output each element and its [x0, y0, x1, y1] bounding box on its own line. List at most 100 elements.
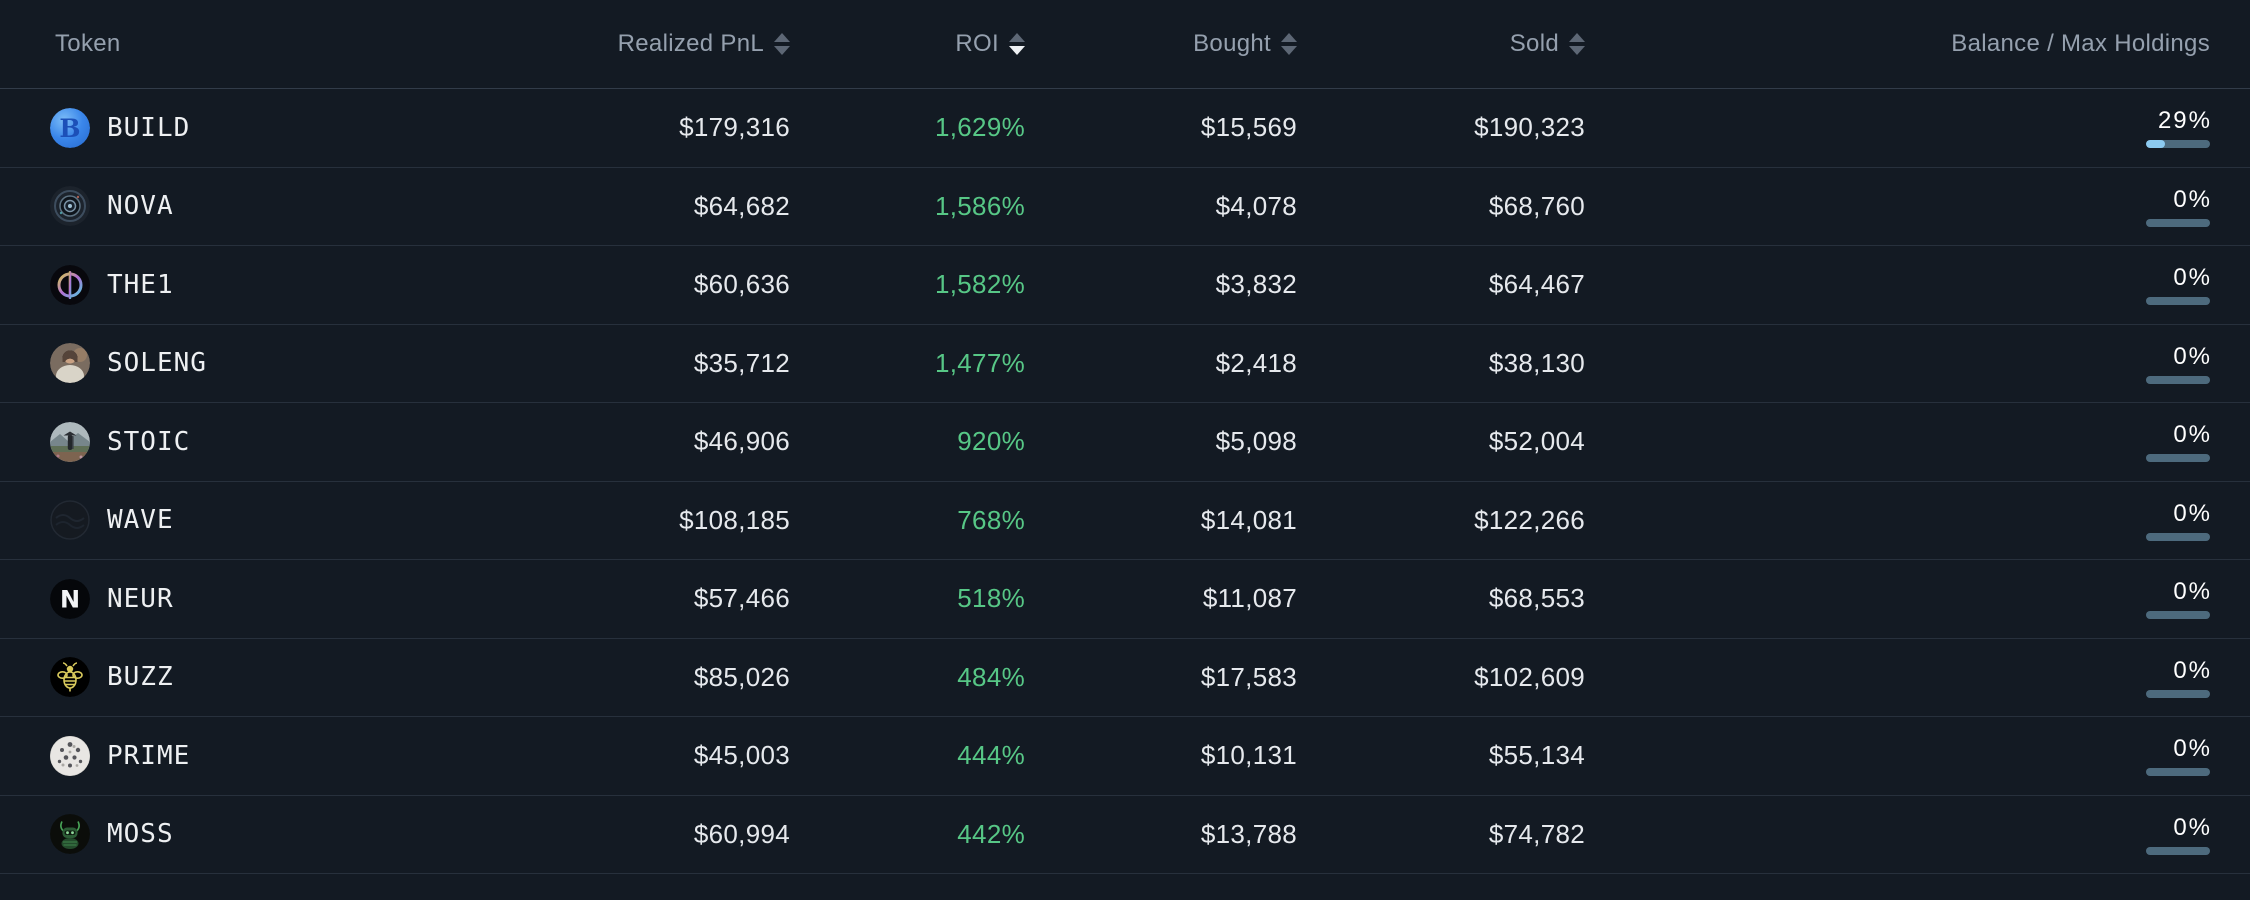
buzz-token-icon: [50, 657, 90, 697]
token-cell: NEUR: [50, 579, 450, 619]
token-name: NOVA: [107, 191, 174, 222]
token-name: THE1: [107, 269, 174, 300]
bought-value: $4,078: [1215, 190, 1297, 221]
balance-percent: 0%: [2173, 813, 2212, 841]
sold-value: $68,760: [1488, 190, 1585, 221]
column-header-bought[interactable]: Bought: [1025, 30, 1297, 58]
column-header-roi[interactable]: ROI: [790, 30, 1025, 58]
realized-pnl-value: $60,994: [693, 818, 790, 849]
realized-pnl-value: $45,003: [693, 740, 790, 771]
balance-percent: 0%: [2173, 656, 2212, 684]
table-row[interactable]: BUILD $179,316 1,629% $15,569 $190,323 29%: [0, 89, 2250, 168]
moss-token-icon: [50, 814, 90, 854]
table-header: Token Realized PnL ROI Bought Sold Balan…: [0, 0, 2250, 89]
bought-value: $15,569: [1200, 112, 1297, 143]
table-row[interactable]: BUZZ $85,026 484% $17,583 $102,609 0%: [0, 639, 2250, 717]
balance-cell: 0%: [1585, 343, 2210, 384]
table-row[interactable]: NEUR $57,466 518% $11,087 $68,553 0%: [0, 560, 2250, 639]
balance-cell: 0%: [1585, 500, 2210, 541]
table-row[interactable]: THE1 $60,636 1,582% $3,832 $64,467 0%: [0, 246, 2250, 325]
column-label: Token: [55, 30, 121, 57]
realized-pnl-value: $85,026: [693, 661, 790, 692]
sort-arrows-icon: [1281, 33, 1297, 55]
table-row[interactable]: WAVE $108,185 768% $14,081 $122,266 0%: [0, 482, 2250, 560]
table-row[interactable]: NOVA $64,682 1,586% $4,078 $68,760 0%: [0, 168, 2250, 246]
balance-cell: 0%: [1585, 657, 2210, 698]
bought-value: $3,832: [1215, 269, 1297, 300]
token-name: NEUR: [107, 583, 174, 614]
realized-pnl-value: $35,712: [693, 347, 790, 378]
balance-cell: 29%: [1585, 107, 2210, 149]
holdings-progress-bar: [2146, 218, 2210, 227]
balance-cell: 0%: [1585, 421, 2212, 463]
prime-token-icon: [50, 736, 90, 776]
soleng-token-icon: [50, 343, 90, 383]
roi-value: 920%: [957, 426, 1025, 457]
nova-token-icon: [50, 186, 90, 226]
realized-pnl-value: $108,185: [679, 504, 790, 535]
sort-arrows-icon: [774, 33, 790, 55]
token-cell: STOIC: [50, 422, 450, 462]
realized-pnl-value: $179,316: [679, 112, 790, 143]
holdings-progress-bar: [2146, 611, 2210, 620]
bought-value: $17,583: [1200, 661, 1297, 692]
balance-percent: 0%: [2173, 185, 2212, 213]
holdings-progress-bar: [2146, 689, 2210, 698]
balance-percent: 0%: [2173, 578, 2212, 606]
stoic-token-icon: [50, 422, 90, 462]
realized-pnl-value: $64,682: [693, 190, 790, 221]
table-body: BUILD $179,316 1,629% $15,569 $190,323 29% NOV…: [0, 89, 2250, 874]
partial-next-row: [0, 874, 2250, 899]
token-name: BUZZ: [107, 662, 174, 693]
sold-value: $74,782: [1488, 818, 1585, 849]
token-cell: SOLENG: [50, 343, 450, 383]
roi-value: 1,477%: [935, 347, 1025, 378]
token-name: PRIME: [107, 740, 191, 771]
balance-cell: 0%: [1585, 578, 2212, 620]
bought-value: $13,788: [1200, 818, 1297, 849]
balance-percent: 0%: [2173, 499, 2212, 527]
roi-value: 484%: [957, 661, 1025, 692]
roi-value: 518%: [957, 583, 1025, 614]
column-header-balance-max-holdings: Balance / Max Holdings: [1585, 30, 2210, 58]
roi-value: 442%: [957, 818, 1025, 849]
holdings-progress-bar: [2146, 454, 2210, 463]
column-header-realized-pnl[interactable]: Realized PnL: [450, 30, 790, 58]
token-cell: BUILD: [50, 108, 450, 148]
table-row[interactable]: STOIC $46,906 920% $5,098 $52,004 0%: [0, 403, 2250, 482]
balance-percent: 0%: [2173, 421, 2212, 449]
token-name: STOIC: [107, 426, 191, 457]
column-label: Realized PnL: [617, 30, 764, 57]
bought-value: $10,131: [1200, 740, 1297, 771]
sold-value: $68,553: [1488, 583, 1585, 614]
sort-arrows-icon: [1569, 33, 1585, 55]
bought-value: $14,081: [1200, 504, 1297, 535]
column-header-sold[interactable]: Sold: [1297, 30, 1585, 58]
table-row[interactable]: SOLENG $35,712 1,477% $2,418 $38,130 0%: [0, 325, 2250, 403]
column-label: ROI: [955, 30, 999, 57]
neur-token-icon: [50, 579, 90, 619]
column-label: Sold: [1509, 30, 1559, 57]
holdings-progress-bar: [2146, 375, 2210, 384]
sold-value: $122,266: [1474, 504, 1585, 535]
balance-cell: 0%: [1585, 814, 2210, 855]
table-row[interactable]: MOSS $60,994 442% $13,788 $74,782 0%: [0, 796, 2250, 874]
balance-percent: 0%: [2173, 735, 2212, 763]
holdings-progress-bar: [2146, 297, 2210, 306]
token-cell: BUZZ: [50, 657, 450, 697]
sold-value: $64,467: [1488, 269, 1585, 300]
roi-value: 1,629%: [935, 112, 1025, 143]
holdings-progress-bar: [2146, 846, 2210, 855]
holdings-progress-bar: [2146, 140, 2210, 149]
realized-pnl-value: $46,906: [693, 426, 790, 457]
roi-value: 1,586%: [935, 190, 1025, 221]
token-cell: NOVA: [50, 186, 450, 226]
bought-value: $5,098: [1215, 426, 1297, 457]
build-token-icon: [50, 108, 90, 148]
balance-cell: 0%: [1585, 264, 2210, 306]
sold-value: $38,130: [1488, 347, 1585, 378]
table-row[interactable]: PRIME $45,003 444% $10,131 $55,134 0%: [0, 717, 2250, 796]
balance-cell: 0%: [1585, 186, 2210, 227]
token-cell: WAVE: [50, 500, 450, 540]
